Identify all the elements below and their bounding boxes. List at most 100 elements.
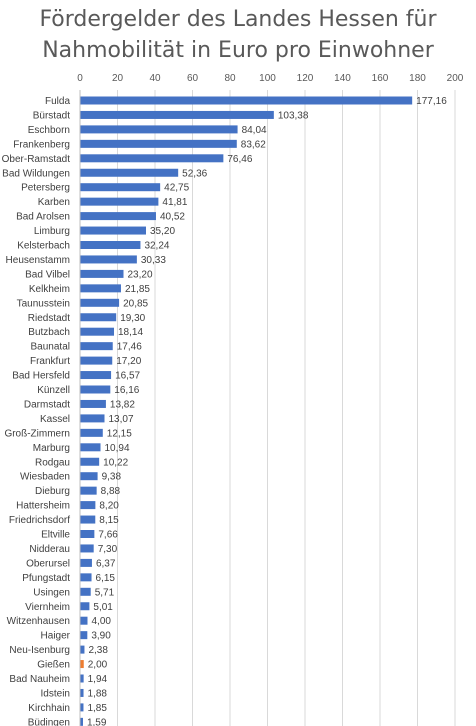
bar <box>80 645 85 654</box>
data-label: 177,16 <box>416 96 447 107</box>
category-label: Kirchhain <box>28 703 70 714</box>
bar <box>80 428 103 437</box>
bar <box>80 154 224 163</box>
bar <box>80 660 84 669</box>
category-label: Bürstadt <box>33 110 70 121</box>
category-label: Neu-Isenburg <box>9 645 70 656</box>
bar <box>80 717 83 726</box>
data-label: 19,30 <box>120 313 145 324</box>
data-label: 5,71 <box>95 587 115 598</box>
bar <box>80 298 120 307</box>
data-label: 84,04 <box>242 125 267 136</box>
bar <box>80 241 141 249</box>
category-label: Darmstadt <box>24 399 70 410</box>
bar <box>80 226 146 235</box>
data-label: 17,46 <box>117 342 142 353</box>
chart-title-line-1: Fördergelder des Landes Hessen für <box>39 7 437 32</box>
data-label: 8,15 <box>99 515 119 526</box>
category-label: Haiger <box>41 631 71 642</box>
category-label: Frankenberg <box>13 139 70 150</box>
bar <box>80 530 95 538</box>
category-label: Nidderau <box>29 544 70 555</box>
category-label: Kelsterbach <box>17 241 70 252</box>
bar <box>80 356 113 365</box>
x-tick-label: 140 <box>334 73 351 84</box>
data-label: 1,85 <box>87 703 107 714</box>
category-label: Rodgau <box>35 457 70 468</box>
x-tick-label: 20 <box>112 73 124 84</box>
x-tick-label: 120 <box>297 73 314 84</box>
category-label: Riedstadt <box>28 313 70 324</box>
data-label: 10,94 <box>105 443 130 454</box>
data-label: 18,14 <box>118 327 143 338</box>
category-label: Pfungstadt <box>22 573 70 584</box>
category-label: Usingen <box>33 587 70 598</box>
data-label: 1,59 <box>87 717 107 726</box>
data-label: 52,36 <box>182 168 207 179</box>
bar <box>80 168 179 177</box>
bar <box>80 631 88 640</box>
bar <box>80 385 111 394</box>
x-tick-label: 0 <box>77 73 83 84</box>
bar <box>80 486 97 495</box>
bar <box>80 284 121 293</box>
bar <box>80 313 117 322</box>
data-label: 17,20 <box>116 356 141 367</box>
bar <box>80 212 156 221</box>
category-label: Baunatal <box>31 342 70 353</box>
category-label: Marburg <box>33 443 70 454</box>
category-label: Karben <box>38 197 70 208</box>
category-label: Limburg <box>34 226 70 237</box>
bar <box>80 602 90 611</box>
bar <box>80 587 91 596</box>
chart-title: Fördergelder des Landes Hessen für Nahmo… <box>0 4 476 66</box>
category-label: Wiesbaden <box>20 472 70 483</box>
bar <box>80 688 84 697</box>
category-label: Kassel <box>40 414 70 425</box>
bar <box>80 327 115 336</box>
x-tick-label: 200 <box>447 73 464 84</box>
category-label: Bad Wildungen <box>2 168 70 179</box>
bar <box>80 399 106 408</box>
data-label: 103,38 <box>278 110 309 121</box>
data-label: 6,15 <box>96 573 116 584</box>
bar <box>80 125 238 134</box>
data-label: 3,90 <box>91 631 111 642</box>
chart-title-line-2: Nahmobilität in Euro pro Einwohner <box>42 38 434 63</box>
category-label: Gießen <box>37 660 70 671</box>
category-label: Groß-Zimmern <box>4 428 70 439</box>
data-label: 20,85 <box>123 298 148 309</box>
category-label: Büdingen <box>28 717 70 726</box>
data-label: 10,22 <box>103 457 128 468</box>
data-label: 12,15 <box>107 428 132 439</box>
category-label: Frankfurt <box>30 356 70 367</box>
data-label: 2,00 <box>88 660 108 671</box>
bar <box>80 515 96 524</box>
data-label: 1,88 <box>88 688 108 699</box>
bar <box>80 558 92 567</box>
x-tick-label: 40 <box>149 73 161 84</box>
category-label: Bad Arolsen <box>16 212 70 223</box>
data-label: 16,57 <box>115 371 140 382</box>
bar <box>80 139 237 148</box>
data-label: 7,66 <box>98 530 118 541</box>
category-label: Bad Vilbel <box>25 269 70 280</box>
data-label: 8,88 <box>101 486 121 497</box>
bar <box>80 255 137 264</box>
x-tick-label: 100 <box>259 73 276 84</box>
bar <box>80 443 101 452</box>
bar <box>80 457 100 466</box>
data-label: 9,38 <box>102 472 122 483</box>
bar <box>80 544 94 553</box>
category-label: Oberursel <box>26 558 70 569</box>
category-label: Dieburg <box>35 486 70 497</box>
category-label: Eltville <box>41 530 70 541</box>
bar <box>80 703 84 712</box>
data-label: 7,30 <box>98 544 118 555</box>
bar <box>80 197 159 206</box>
data-label: 5,01 <box>93 602 113 613</box>
category-label: Witzenhausen <box>7 616 70 627</box>
category-label: Fulda <box>45 96 70 107</box>
category-label: Bad Nauheim <box>9 674 70 685</box>
